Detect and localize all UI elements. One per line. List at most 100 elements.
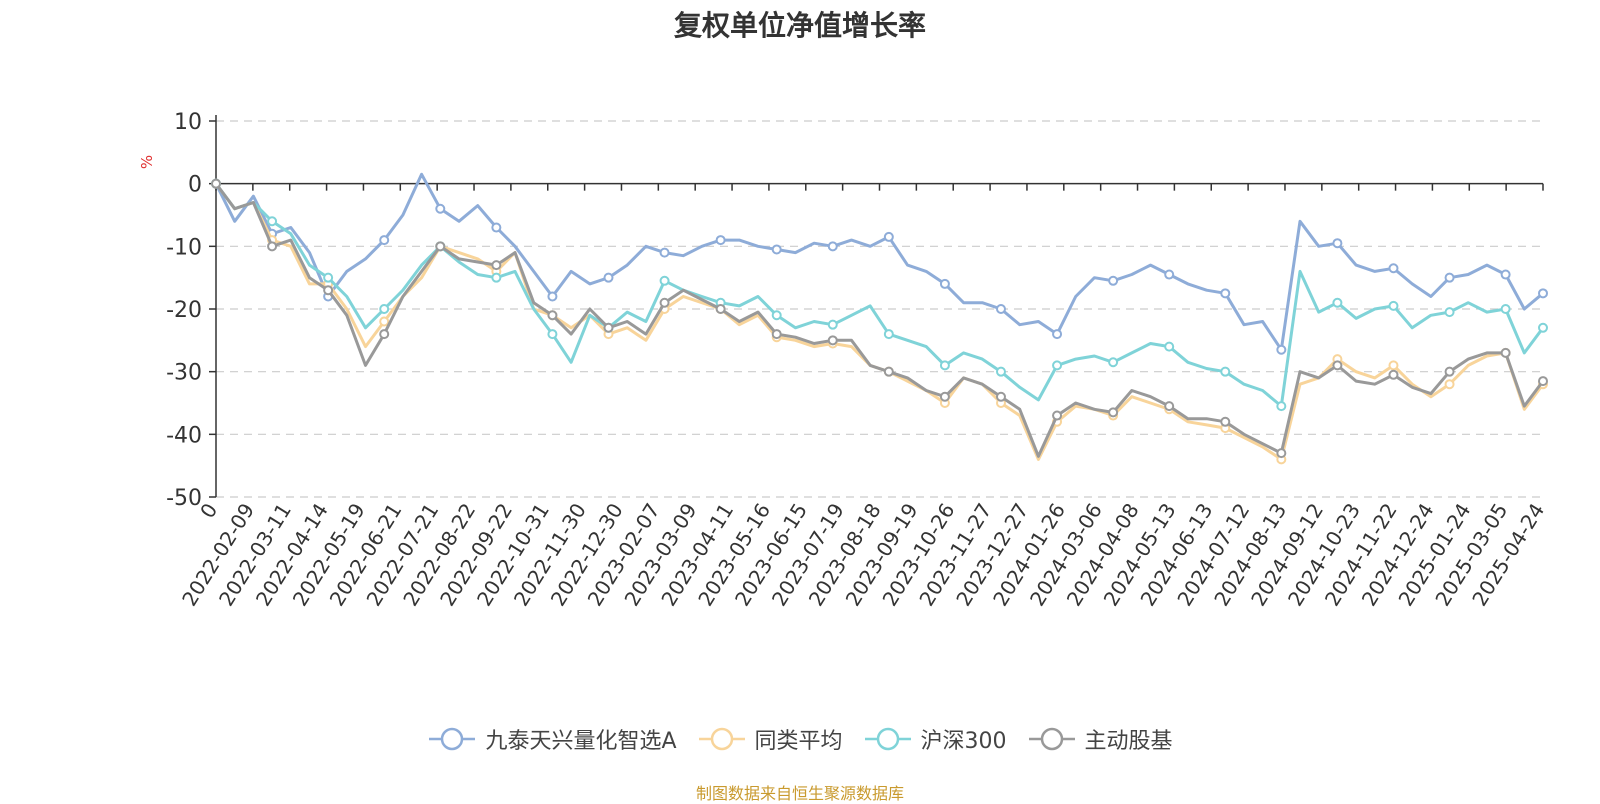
data-point (1164, 401, 1175, 412)
line-chart: % 10 0 -10 -20 -30 -40 -50 02022-02-092022-03-… (138, 110, 1549, 610)
data-point (1388, 360, 1399, 371)
data-point (323, 285, 334, 296)
y-axis-label: % (138, 155, 156, 169)
data-point (1220, 288, 1231, 299)
data-point (267, 241, 278, 252)
legend-label: 沪深300 (920, 729, 1007, 754)
data-point (547, 310, 558, 321)
data-point (1220, 416, 1231, 427)
y-axis-unit: % (138, 155, 156, 169)
data-point (1388, 369, 1399, 380)
data-point (491, 272, 502, 283)
data-point (211, 178, 221, 189)
data-point (379, 316, 390, 327)
y-tick-label: -20 (166, 298, 202, 323)
data-point (1052, 329, 1063, 340)
series-lines (211, 172, 1548, 465)
data-point (995, 366, 1006, 377)
data-point (379, 304, 390, 314)
data-point (603, 272, 614, 283)
legend-swatch-icon (1028, 727, 1075, 751)
data-point (323, 272, 334, 283)
data-point (379, 235, 390, 246)
data-point (435, 241, 446, 252)
data-point (1220, 366, 1231, 377)
data-point (491, 260, 502, 271)
data-point (1500, 269, 1511, 280)
x-axis: 02022-02-092022-03-112022-04-142022-05-1… (177, 182, 1549, 610)
data-point (1108, 357, 1119, 368)
data-point (659, 247, 670, 258)
data-point (1164, 341, 1175, 352)
data-point (1444, 307, 1455, 318)
data-point (939, 360, 950, 371)
data-point (1108, 275, 1119, 286)
data-point (1500, 304, 1511, 314)
y-tick-label: -50 (166, 486, 202, 511)
legend-item-3[interactable]: 主动股基 (1027, 723, 1173, 755)
data-point (995, 391, 1006, 402)
data-point (1276, 344, 1287, 355)
data-point (827, 335, 838, 346)
x-tick-label: 0 (195, 499, 222, 523)
data-point (547, 329, 558, 340)
data-point (715, 235, 726, 246)
data-point (1052, 410, 1063, 421)
data-point (1332, 297, 1343, 308)
y-tick-label: -40 (166, 423, 202, 448)
data-point (771, 310, 782, 321)
data-point (883, 329, 894, 340)
chart-title: 复权单位净值增长率 (673, 9, 926, 42)
data-point (939, 391, 950, 402)
data-point (995, 304, 1006, 314)
legend-item-1[interactable]: 同类平均 (697, 723, 843, 755)
y-tick-label: -30 (166, 361, 202, 386)
legend-swatch-icon (698, 727, 745, 751)
data-point (1332, 360, 1343, 371)
data-point (603, 322, 614, 333)
data-point (1052, 360, 1063, 371)
data-point (1388, 263, 1399, 274)
data-point (771, 329, 782, 340)
data-point (1444, 272, 1455, 283)
data-point (1388, 300, 1399, 311)
data-point (1276, 448, 1287, 459)
data-point (1276, 401, 1287, 412)
data-point (267, 216, 278, 227)
legend-label: 同类平均 (754, 729, 843, 754)
data-point (771, 244, 782, 255)
data-point (827, 241, 838, 252)
y-tick-label: 10 (174, 110, 202, 135)
data-point (827, 319, 838, 330)
data-point (659, 297, 670, 308)
legend-item-0[interactable]: 九泰天兴量化智选A (427, 723, 677, 755)
data-point (659, 275, 670, 286)
data-point (547, 291, 558, 302)
legend-label: 九泰天兴量化智选A (485, 729, 677, 754)
data-source-note: 制图数据来自恒生聚源数据库 (695, 784, 904, 803)
legend-item-2[interactable]: 沪深300 (863, 723, 1007, 755)
data-point (1538, 376, 1548, 387)
data-point (883, 366, 894, 377)
data-point (1500, 347, 1511, 358)
data-point (939, 278, 950, 289)
data-point (1538, 322, 1548, 333)
y-axis: 10 0 -10 -20 -30 -40 -50 (166, 110, 217, 511)
data-point (379, 329, 390, 340)
data-point (1332, 238, 1343, 249)
data-point (1108, 407, 1119, 418)
data-point (1444, 366, 1455, 377)
data-point (491, 222, 502, 233)
data-point (715, 304, 726, 314)
legend-swatch-icon (429, 727, 476, 751)
grid-lines (216, 120, 1543, 498)
series-line-0 (214, 172, 1544, 352)
y-tick-label: 0 (188, 173, 202, 198)
data-point (435, 203, 446, 214)
data-point (1444, 379, 1455, 390)
data-point (1164, 269, 1175, 280)
data-point (883, 231, 894, 242)
legend-swatch-icon (864, 727, 911, 751)
series-line-3 (214, 182, 1545, 458)
data-point (1538, 288, 1548, 299)
